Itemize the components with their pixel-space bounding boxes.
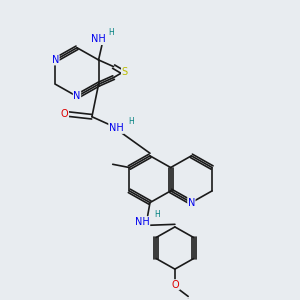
Text: H: H [154, 210, 160, 219]
Text: NH: NH [135, 217, 150, 227]
Text: NH: NH [91, 34, 105, 44]
Text: H: H [128, 117, 134, 126]
Text: O: O [61, 109, 68, 119]
Text: N: N [73, 92, 81, 101]
Text: S: S [122, 67, 128, 77]
Text: NH: NH [109, 123, 124, 134]
Text: H: H [108, 28, 114, 38]
Text: O: O [172, 280, 179, 290]
Text: N: N [52, 55, 59, 65]
Text: N: N [188, 198, 195, 208]
